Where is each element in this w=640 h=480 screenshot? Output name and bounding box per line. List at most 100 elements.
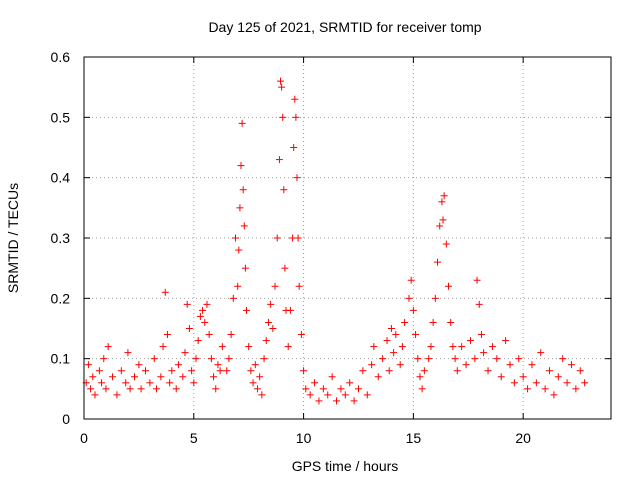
data-point bbox=[286, 306, 294, 314]
data-point bbox=[396, 361, 404, 369]
data-point bbox=[185, 325, 193, 332]
data-point bbox=[567, 361, 575, 369]
data-point bbox=[267, 300, 275, 308]
data-point bbox=[576, 367, 584, 375]
data-point bbox=[199, 306, 207, 314]
data-point bbox=[401, 318, 409, 326]
data-point bbox=[203, 300, 211, 308]
data-point bbox=[251, 361, 259, 369]
data-point bbox=[324, 391, 332, 399]
data-point bbox=[497, 373, 505, 381]
data-point bbox=[405, 294, 413, 302]
data-point bbox=[225, 355, 233, 363]
data-point bbox=[484, 367, 492, 375]
data-point bbox=[374, 373, 382, 381]
data-point bbox=[306, 391, 314, 399]
data-point bbox=[245, 343, 253, 351]
data-point bbox=[278, 83, 286, 91]
data-point bbox=[192, 355, 200, 363]
data-point bbox=[141, 367, 149, 375]
data-point bbox=[212, 385, 220, 393]
data-point bbox=[291, 95, 299, 103]
data-point bbox=[554, 373, 562, 381]
data-point bbox=[438, 198, 446, 206]
data-point bbox=[234, 282, 242, 290]
data-point bbox=[104, 343, 112, 351]
grid-lines bbox=[84, 57, 611, 419]
x-tick-label: 10 bbox=[296, 430, 312, 446]
data-point bbox=[236, 204, 244, 212]
data-point bbox=[271, 282, 279, 290]
data-point bbox=[537, 349, 545, 357]
data-point bbox=[328, 373, 336, 381]
data-point bbox=[188, 367, 196, 375]
data-point bbox=[473, 276, 481, 284]
data-point bbox=[546, 367, 554, 375]
data-points bbox=[82, 77, 589, 405]
data-point bbox=[350, 397, 358, 405]
y-tick-label: 0.5 bbox=[51, 109, 71, 125]
data-point bbox=[241, 264, 249, 272]
data-point bbox=[284, 343, 292, 351]
data-point bbox=[95, 367, 103, 375]
data-point bbox=[436, 222, 444, 230]
data-point bbox=[572, 385, 580, 393]
data-point bbox=[126, 385, 134, 393]
data-point bbox=[109, 373, 117, 381]
data-point bbox=[237, 162, 245, 170]
y-tick-label: 0 bbox=[62, 411, 70, 427]
data-point bbox=[439, 216, 447, 224]
data-point bbox=[239, 186, 247, 194]
axis-ticks bbox=[83, 56, 611, 420]
data-point bbox=[253, 385, 261, 393]
data-point bbox=[458, 343, 466, 351]
data-point bbox=[117, 367, 125, 375]
y-tick-label: 0.2 bbox=[51, 290, 71, 306]
data-point bbox=[333, 397, 341, 405]
data-point bbox=[279, 113, 287, 121]
data-point bbox=[273, 234, 281, 242]
data-point bbox=[249, 379, 257, 387]
data-point bbox=[297, 331, 305, 339]
data-point bbox=[445, 282, 453, 290]
data-point bbox=[216, 367, 224, 375]
data-point bbox=[434, 258, 442, 266]
data-point bbox=[98, 379, 106, 387]
data-point bbox=[223, 367, 231, 375]
data-point bbox=[159, 343, 167, 351]
data-point bbox=[205, 331, 213, 339]
y-axis-label: SRMTID / TECUs bbox=[5, 183, 21, 293]
data-point bbox=[341, 391, 349, 399]
data-point bbox=[264, 318, 272, 326]
data-point bbox=[190, 379, 198, 387]
data-point bbox=[168, 367, 176, 375]
data-point bbox=[392, 331, 400, 339]
data-point bbox=[337, 385, 345, 393]
data-point bbox=[541, 385, 549, 393]
data-point bbox=[409, 306, 417, 314]
data-point bbox=[429, 318, 437, 326]
data-point bbox=[363, 391, 371, 399]
data-point bbox=[488, 343, 496, 351]
data-point bbox=[113, 391, 121, 399]
data-point bbox=[157, 373, 165, 381]
data-point bbox=[442, 240, 450, 248]
data-point bbox=[161, 288, 169, 296]
y-tick-label: 0.4 bbox=[51, 170, 71, 186]
data-point bbox=[91, 391, 99, 399]
data-point bbox=[416, 373, 424, 381]
data-point bbox=[150, 355, 158, 363]
data-point bbox=[294, 234, 302, 242]
data-point bbox=[146, 379, 154, 387]
data-point bbox=[412, 331, 420, 339]
data-point bbox=[196, 312, 204, 320]
x-tick-label: 20 bbox=[515, 430, 531, 446]
data-point bbox=[447, 318, 455, 326]
x-tick-label: 0 bbox=[80, 430, 88, 446]
y-tick-label: 0.3 bbox=[51, 230, 71, 246]
data-point bbox=[210, 373, 218, 381]
data-point bbox=[89, 373, 97, 381]
data-point bbox=[242, 306, 250, 314]
data-point bbox=[240, 222, 248, 230]
